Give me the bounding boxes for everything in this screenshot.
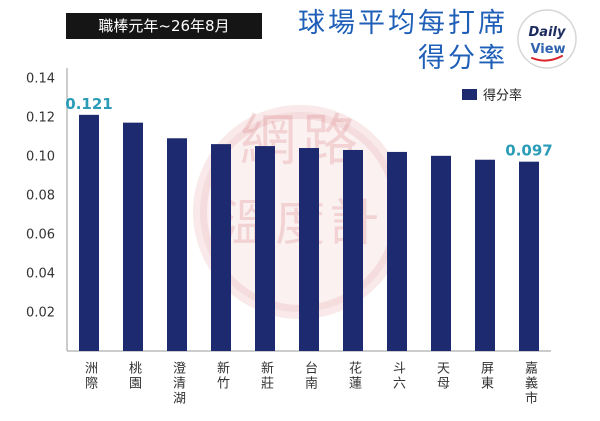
x-tick-label: 新竹 (214, 361, 229, 391)
y-tick-label: 0.12 (26, 110, 55, 125)
x-tick-label: 桃園 (126, 361, 141, 391)
x-tick-label: 屏東 (478, 361, 493, 391)
x-tick-label: 嘉義市 (522, 361, 537, 406)
legend-swatch (462, 89, 477, 100)
y-tick-label: 0.14 (26, 71, 55, 86)
x-tick-label: 花蓮 (346, 361, 361, 391)
x-tick-label: 澄清湖 (170, 361, 185, 406)
bars (79, 114, 539, 352)
bar-9 (431, 155, 451, 351)
x-tick-label: 台南 (302, 361, 317, 391)
x-tick-label: 洲際 (82, 361, 97, 391)
bar-3 (167, 138, 187, 351)
bar-7 (343, 149, 363, 351)
data-label: 0.121 (65, 95, 112, 113)
legend: 得分率 (462, 88, 522, 104)
logo-circle (517, 9, 577, 69)
data-labels: 0.121 0.097 (65, 95, 552, 160)
bar-8 (387, 151, 407, 351)
bar-6 (299, 148, 319, 351)
chart-title-line-1: 球場平均每打席 (298, 8, 508, 39)
y-tick-label: 0.02 (26, 305, 55, 320)
bar-1 (79, 114, 99, 352)
y-tick-label: 0.06 (26, 227, 55, 242)
x-tick-label: 天母 (434, 361, 449, 391)
data-label: 0.097 (505, 142, 552, 160)
bar-5 (255, 146, 275, 351)
bar-2 (123, 122, 143, 351)
y-tick-label: 0.10 (26, 149, 55, 164)
x-tick-label: 新莊 (258, 361, 273, 391)
bar-11 (519, 161, 539, 351)
period-label: 職棒元年~26年8月 (66, 13, 262, 39)
bar-10 (475, 159, 495, 351)
chart-title-line-2: 得分率 (418, 43, 508, 74)
bar-4 (211, 144, 231, 351)
legend-label: 得分率 (483, 88, 522, 104)
daily-view-logo: Daily View (516, 8, 578, 70)
chart-title: 球場平均每打席 得分率 (298, 6, 508, 76)
y-tick-label: 0.08 (26, 188, 55, 203)
y-axis-ticks: 0.02 0.04 0.06 0.08 0.10 0.12 0.14 (26, 71, 55, 320)
y-tick-label: 0.04 (26, 266, 55, 281)
logo-text-view: View (530, 42, 565, 57)
logo-text-daily: Daily (529, 25, 566, 40)
swoosh-icon (531, 55, 563, 62)
x-tick-label: 斗六 (390, 361, 405, 391)
